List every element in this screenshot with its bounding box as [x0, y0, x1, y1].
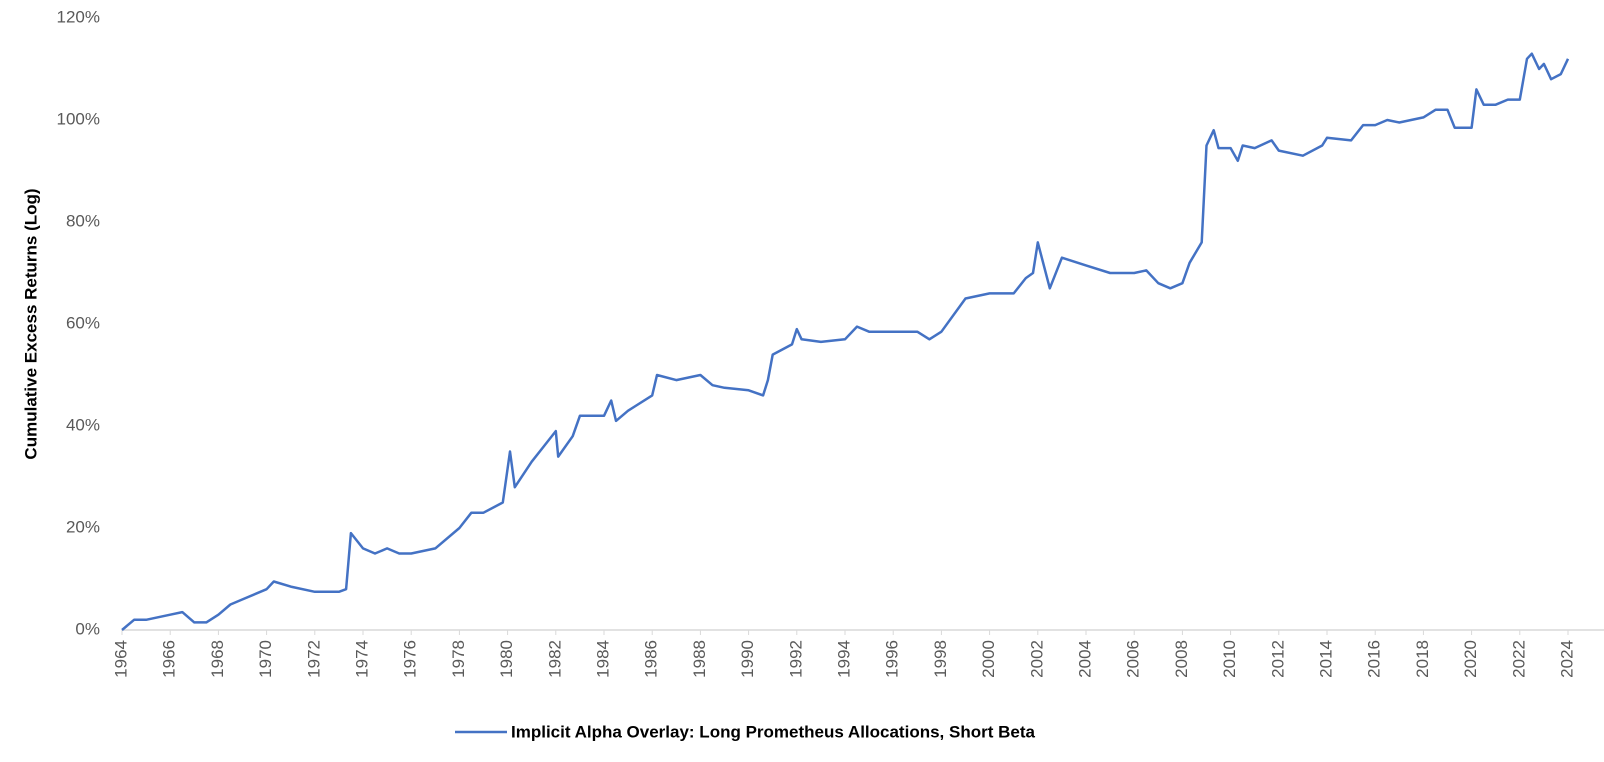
x-tick-label: 1986 — [642, 640, 661, 678]
x-tick-label: 1976 — [401, 640, 420, 678]
y-tick-label: 100% — [57, 109, 100, 128]
x-tick-label: 1992 — [786, 640, 805, 678]
y-tick-label: 20% — [66, 517, 100, 536]
y-axis-title: Cumulative Excess Returns (Log) — [21, 188, 40, 459]
x-tick-label: 2010 — [1220, 640, 1239, 678]
x-tick-label: 2014 — [1316, 640, 1335, 678]
x-tick-label: 1988 — [690, 640, 709, 678]
y-tick-label: 80% — [66, 211, 100, 230]
series-line — [121, 52, 1570, 631]
x-tick-label: 1990 — [738, 640, 757, 678]
y-tick-label: 40% — [66, 415, 100, 434]
legend-text: Implicit Alpha Overlay: Long Prometheus … — [511, 722, 1035, 741]
x-tick-label: 2016 — [1365, 640, 1384, 678]
x-tick-label: 2008 — [1172, 640, 1191, 678]
x-tick-label: 2022 — [1509, 640, 1528, 678]
y-tick-label: 60% — [66, 313, 100, 332]
x-tick-label: 1996 — [883, 640, 902, 678]
x-tick-label: 2006 — [1124, 640, 1143, 678]
x-tick-label: 1978 — [449, 640, 468, 678]
x-tick-label: 1998 — [931, 640, 950, 678]
x-tick-label: 2004 — [1075, 640, 1094, 678]
x-tick-label: 1968 — [208, 640, 227, 678]
x-tick-label: 2020 — [1461, 640, 1480, 678]
x-tick-label: 1964 — [111, 640, 130, 678]
x-tick-label: 1972 — [304, 640, 323, 678]
x-tick-label: 2000 — [979, 640, 998, 678]
x-tick-label: 2024 — [1557, 640, 1576, 678]
y-tick-label: 120% — [57, 7, 100, 26]
x-tick-label: 1994 — [834, 640, 853, 678]
x-tick-label: 2018 — [1413, 640, 1432, 678]
x-tick-label: 1974 — [352, 640, 371, 678]
y-tick-label: 0% — [75, 619, 100, 638]
x-tick-label: 1966 — [160, 640, 179, 678]
x-tick-label: 1982 — [545, 640, 564, 678]
x-tick-label: 2002 — [1027, 640, 1046, 678]
x-tick-label: 1984 — [593, 640, 612, 678]
x-tick-label: 1980 — [497, 640, 516, 678]
x-tick-label: 1970 — [256, 640, 275, 678]
x-tick-label: 2012 — [1268, 640, 1287, 678]
